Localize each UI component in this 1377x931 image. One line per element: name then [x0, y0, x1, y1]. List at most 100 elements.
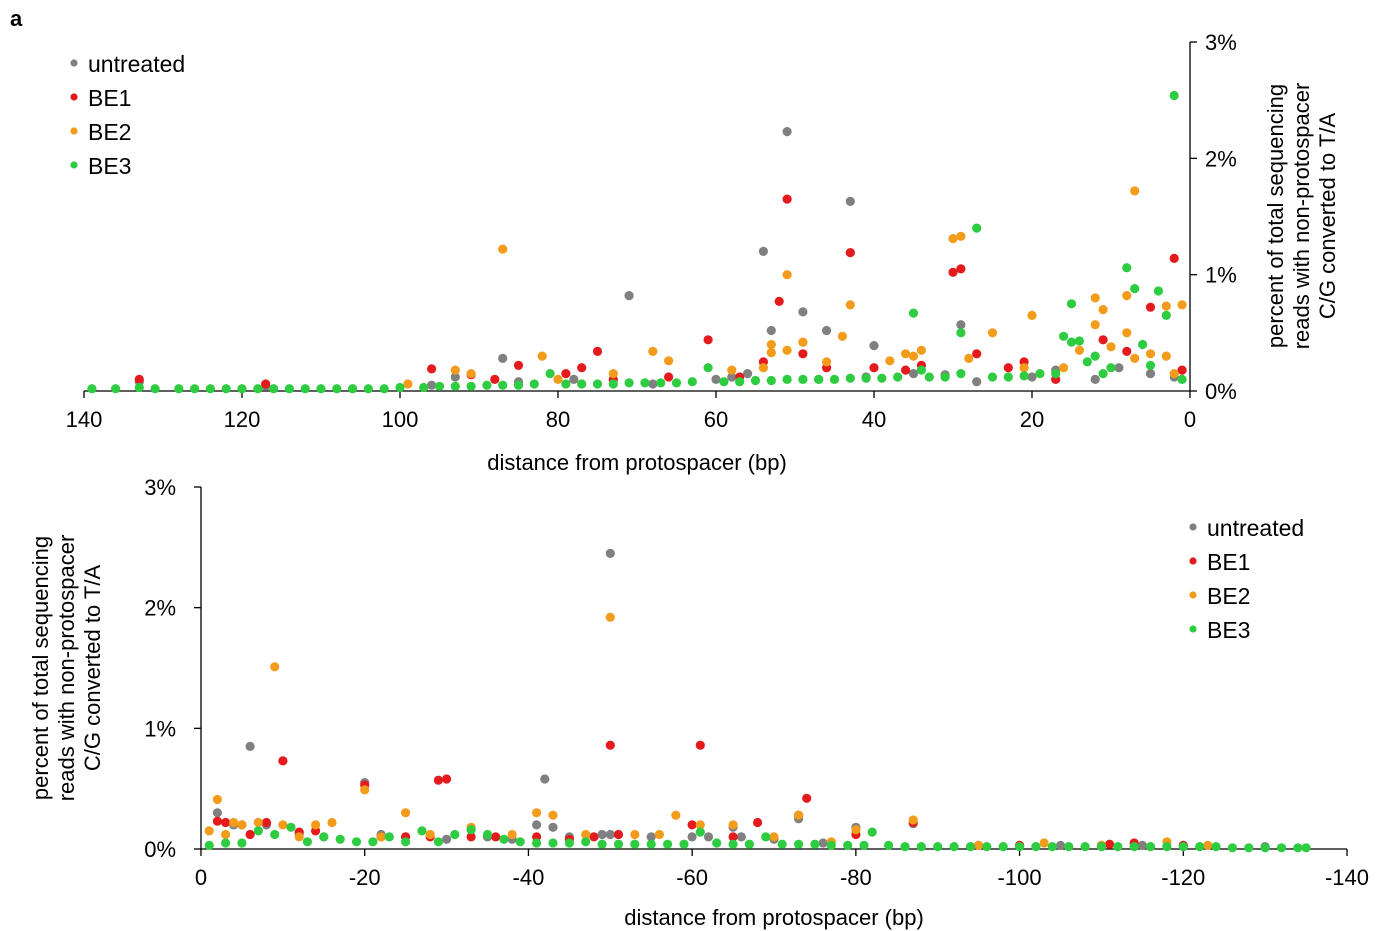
data-point-be3 [332, 384, 342, 394]
data-point-be2 [769, 832, 779, 842]
data-point-be3 [379, 384, 389, 394]
data-point-be3 [561, 379, 571, 389]
data-point-untreated [758, 246, 769, 256]
data-point-untreated [597, 829, 607, 840]
data-point-untreated [540, 774, 550, 784]
data-point-be3 [798, 374, 808, 384]
data-point-be3 [1177, 374, 1187, 384]
data-point-be3 [513, 380, 524, 390]
x-tick-label: -120 [1161, 865, 1205, 890]
data-point-be3 [679, 839, 689, 849]
data-point-be3 [111, 384, 121, 394]
series-be3 [204, 822, 1311, 853]
data-point-be3 [221, 384, 231, 394]
data-point-be3 [703, 363, 713, 373]
data-point-be1 [782, 194, 792, 204]
data-point-be2 [605, 612, 615, 622]
data-point-be3 [1122, 263, 1132, 273]
data-point-be2 [1019, 363, 1029, 373]
data-point-be2 [270, 662, 280, 672]
x-tick-label: 60 [704, 407, 728, 432]
x-tick-label: -100 [998, 865, 1042, 890]
data-point-be3 [348, 384, 358, 394]
data-point-be2 [766, 339, 776, 350]
data-point-untreated [569, 374, 579, 384]
y-tick-label: 2% [1205, 146, 1237, 171]
data-point-be1 [802, 793, 812, 803]
data-point-be3 [782, 374, 792, 384]
data-point-be1 [278, 756, 288, 766]
data-point-untreated [972, 377, 982, 387]
legend-label-untreated: untreated [88, 51, 185, 77]
data-point-be3 [466, 825, 476, 835]
data-point-be3 [1059, 331, 1069, 341]
data-point-be3 [237, 384, 247, 394]
data-point-untreated [956, 320, 966, 330]
data-point-be3 [916, 365, 927, 375]
data-point-be1 [261, 817, 272, 828]
data-point-be3 [1276, 843, 1287, 853]
data-point-be2 [548, 810, 558, 820]
data-point-be3 [174, 384, 184, 394]
data-point-be1 [948, 267, 958, 277]
y-axis-title-line: C/G converted to T/A [80, 565, 105, 772]
legend-marker-untreated [70, 59, 78, 67]
data-point-be3 [433, 837, 443, 847]
data-point-be3 [1035, 369, 1045, 379]
data-point-untreated [605, 548, 615, 559]
data-point-be3 [529, 379, 539, 389]
data-point-be3 [450, 381, 460, 391]
data-point-be2 [403, 379, 413, 389]
data-point-be3 [482, 380, 492, 390]
data-point-be2 [1027, 310, 1037, 320]
data-point-be3 [1064, 842, 1074, 852]
data-point-untreated [798, 307, 808, 317]
data-point-be2 [1177, 300, 1187, 310]
y-tick-label: 0% [1205, 379, 1237, 404]
data-point-be3 [548, 838, 558, 848]
legend-label-untreated: untreated [1207, 515, 1304, 541]
data-point-untreated [498, 353, 508, 363]
data-point-be3 [908, 308, 919, 318]
data-point-be3 [351, 837, 362, 847]
data-point-be2 [1122, 328, 1132, 338]
data-point-be1 [956, 264, 966, 274]
panel-letter: a [10, 6, 23, 31]
data-point-be1 [869, 363, 879, 373]
y-axis-title-line: C/G converted to T/A [1315, 113, 1340, 320]
data-point-be3 [1015, 842, 1025, 852]
data-point-be3 [434, 381, 445, 391]
data-point-be1 [703, 335, 713, 345]
data-point-be1 [774, 296, 784, 306]
data-point-be2 [553, 374, 563, 384]
data-point-be3 [221, 838, 231, 848]
y-axis-title-line: percent of total sequencing [1263, 84, 1288, 348]
data-point-be3 [450, 829, 460, 840]
data-point-untreated [908, 369, 919, 379]
data-point-be3 [134, 382, 144, 393]
data-point-be3 [401, 837, 411, 847]
data-point-be2 [327, 817, 337, 828]
data-point-be1 [577, 363, 587, 373]
data-point-be1 [245, 829, 255, 840]
data-point-be3 [640, 378, 650, 388]
data-point-be3 [498, 380, 508, 390]
data-point-be3 [1169, 90, 1179, 101]
data-point-be3 [545, 369, 555, 379]
x-tick-label: -40 [513, 865, 545, 890]
data-point-be3 [810, 839, 820, 849]
data-point-untreated [427, 380, 437, 390]
data-point-be3 [564, 838, 575, 848]
data-point-untreated [646, 832, 656, 842]
data-point-untreated [743, 369, 753, 379]
data-point-be3 [515, 837, 525, 847]
data-point-be1 [442, 774, 452, 784]
legend-marker-untreated [1189, 523, 1197, 531]
data-point-be2 [1059, 363, 1069, 373]
data-point-be3 [956, 328, 966, 338]
data-point-be3 [1301, 843, 1311, 853]
data-point-be2 [948, 234, 958, 244]
data-point-be3 [916, 842, 926, 852]
data-point-be3 [1145, 842, 1156, 852]
data-point-untreated [532, 820, 542, 830]
